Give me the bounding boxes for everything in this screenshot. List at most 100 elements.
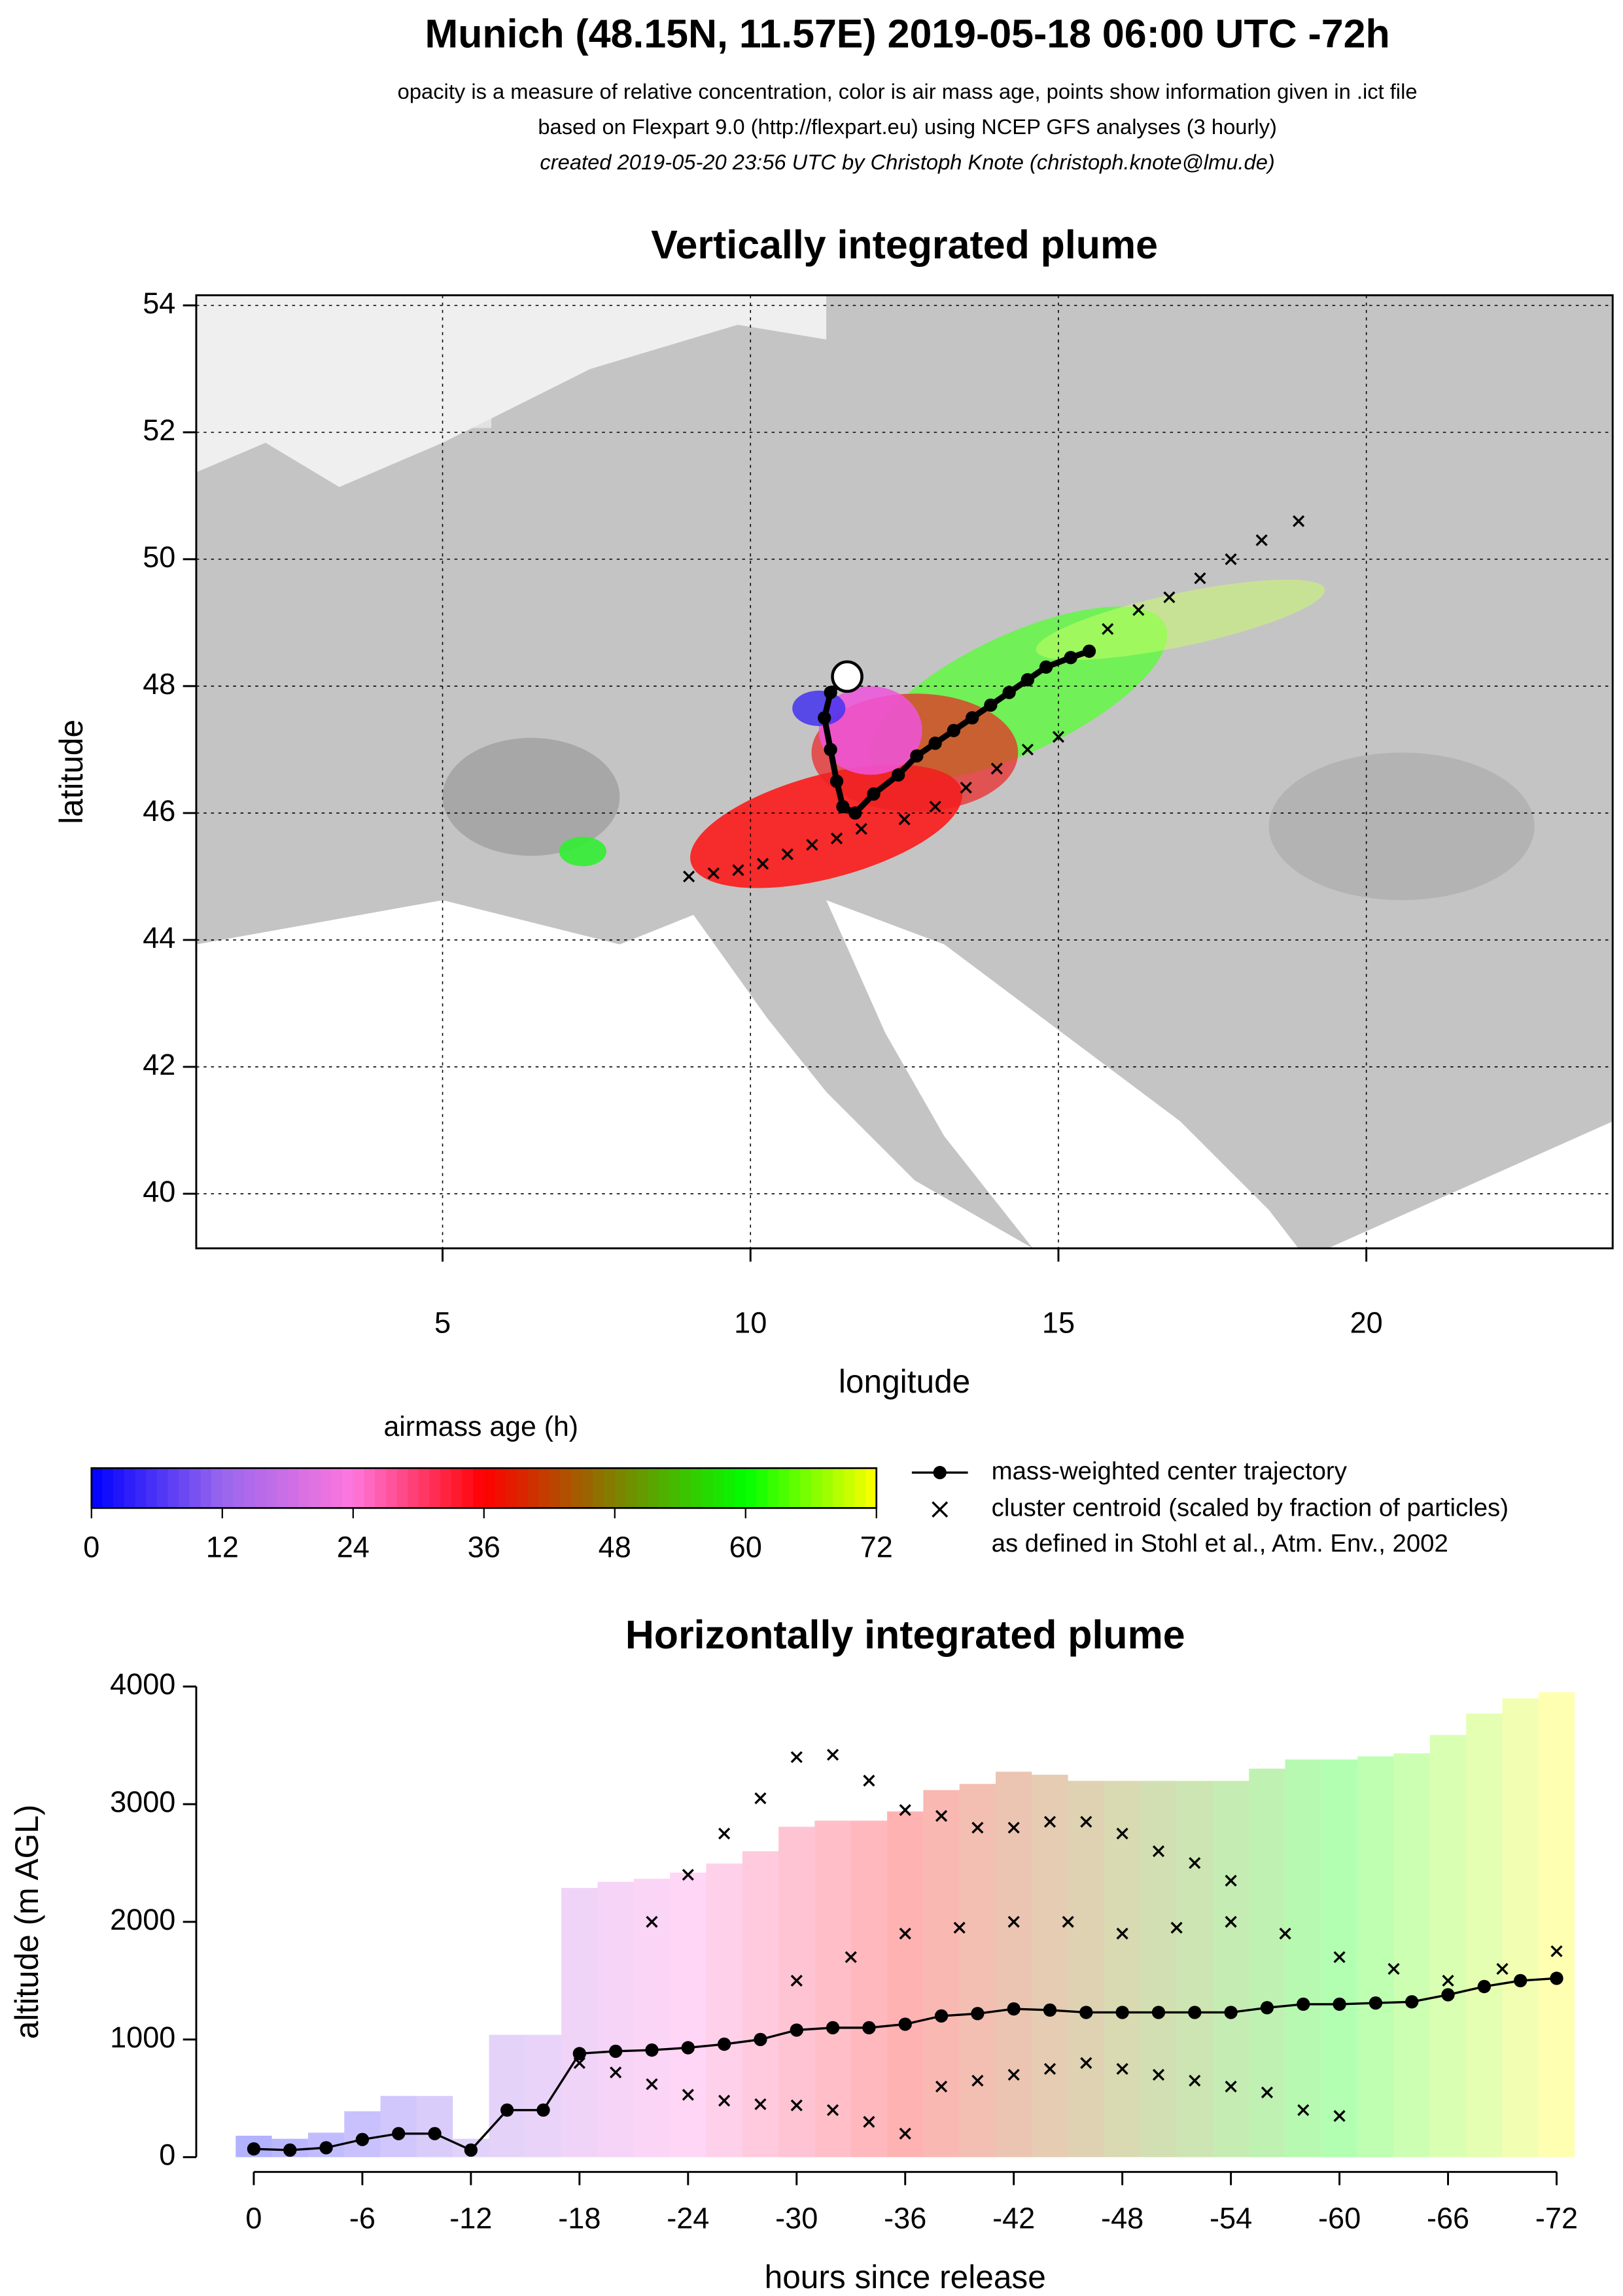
subtitle: based on Flexpart 9.0 (http://flexpart.e…: [538, 114, 1276, 139]
colorbar-cell: [451, 1468, 463, 1508]
colorbar-cell: [211, 1468, 223, 1508]
colorbar-cell: [473, 1468, 485, 1508]
age-column: [416, 2096, 453, 2157]
trajectory-point: [283, 2143, 297, 2157]
age-column: [380, 2096, 417, 2157]
cluster-centroid: [1333, 1951, 1346, 1964]
cluster-centroid: [935, 1809, 948, 1822]
cluster-centroid: [1550, 1945, 1563, 1958]
cluster-centroid: [1261, 2086, 1274, 2098]
colorbar-cell: [800, 1468, 812, 1508]
age-column: [1249, 1768, 1285, 2157]
colorbar-cell: [625, 1468, 638, 1508]
y-tick-label: 3000: [110, 1785, 175, 1818]
age-column: [670, 1872, 707, 2157]
trajectory-point: [1082, 644, 1096, 658]
colorbar-cell: [200, 1468, 213, 1508]
y-tick-label: 50: [143, 540, 175, 574]
trajectory-point: [1007, 2002, 1021, 2016]
age-column: [923, 1790, 960, 2157]
cluster-centroid: [646, 2078, 658, 2091]
colorbar-cell: [822, 1468, 833, 1508]
x-tick-label: -72: [1535, 2202, 1578, 2235]
age-column: [1502, 1698, 1539, 2157]
trajectory-point: [428, 2127, 442, 2140]
trajectory-point: [1369, 1996, 1383, 2010]
colorbar-cell: [287, 1468, 300, 1508]
cluster-centroid: [929, 801, 941, 813]
colorbar-cell: [811, 1468, 823, 1508]
cluster-centroid: [1194, 572, 1206, 585]
cluster-centroid: [683, 870, 695, 883]
cluster-centroid: [1021, 743, 1034, 756]
age-column: [633, 1879, 671, 2157]
colorbar-cell: [571, 1468, 583, 1508]
trajectory-point: [754, 2032, 767, 2047]
colorbar-cell: [680, 1468, 692, 1508]
trajectory-point: [1188, 2006, 1202, 2019]
cluster-centroid: [1116, 1827, 1128, 1840]
age-column: [525, 2034, 562, 2157]
y-tick-label: 2000: [110, 1903, 175, 1936]
colorbar-tick-label: 60: [729, 1530, 762, 1563]
panel-title: Horizontally integrated plume: [625, 1612, 1185, 1657]
y-tick-label: 52: [143, 413, 175, 447]
age-column: [1212, 1781, 1249, 2157]
age-column: [1285, 1759, 1321, 2157]
colorbar-cell: [549, 1468, 561, 1508]
colorbar-tick-label: 36: [468, 1530, 500, 1563]
x-tick-label: -30: [775, 2202, 818, 2235]
colorbar-cell: [342, 1468, 354, 1508]
trajectory-point: [1477, 1979, 1492, 1994]
cluster-centroid: [790, 2099, 803, 2112]
cluster-centroid: [899, 1804, 911, 1817]
colorbar-cell: [331, 1468, 343, 1508]
trajectory-point: [947, 723, 961, 737]
trajectory-point: [829, 774, 844, 788]
cluster-centroid: [990, 762, 1003, 775]
x-tick-label: -48: [1101, 2202, 1143, 2235]
colorbar-cell: [865, 1468, 877, 1508]
colorbar-cell: [582, 1468, 594, 1508]
trajectory-point: [1064, 651, 1077, 665]
trajectory-point: [790, 2023, 803, 2037]
subtitle: opacity is a measure of relative concent…: [398, 79, 1418, 103]
cluster-centroid: [1062, 1915, 1074, 1928]
colorbar-cell: [298, 1468, 311, 1508]
colorbar-cell: [495, 1468, 507, 1508]
x-tick-label: -60: [1318, 2202, 1361, 2235]
cluster-centroid: [1496, 1962, 1509, 1975]
cluster-centroid: [1116, 2062, 1128, 2075]
y-tick-label: 40: [143, 1175, 175, 1208]
y-axis-label: altitude (m AGL): [9, 1805, 45, 2039]
trajectory-point: [1151, 2006, 1166, 2019]
colorbar-cell: [614, 1468, 627, 1508]
colorbar-cell: [146, 1468, 158, 1508]
trajectory-point: [392, 2127, 406, 2140]
cluster-centroid: [1225, 1915, 1237, 1928]
colorbar-cell: [538, 1468, 550, 1508]
age-column: [1429, 1735, 1467, 2157]
cluster-centroid: [1279, 1927, 1291, 1940]
trajectory-point: [898, 2017, 912, 2031]
colorbar-cell: [254, 1468, 267, 1508]
trajectory-point: [609, 2044, 623, 2058]
age-column: [778, 1826, 815, 2157]
x-tick-label: 20: [1350, 1306, 1383, 1340]
y-tick-label: 48: [143, 667, 175, 701]
legend-label: cluster centroid (scaled by fraction of …: [992, 1494, 1509, 1522]
cluster-centroid: [707, 867, 720, 880]
colorbar-cell: [364, 1468, 376, 1508]
x-tick-label: 0: [245, 2202, 262, 2235]
age-column: [850, 1820, 888, 2157]
cluster-centroid: [971, 2074, 984, 2087]
colorbar-cell: [408, 1468, 419, 1508]
cluster-centroid: [1189, 1856, 1201, 1870]
cluster-centroid: [1293, 515, 1305, 527]
colorbar-cell: [135, 1468, 147, 1508]
colorbar-cell: [102, 1468, 114, 1508]
cluster-centroid: [1297, 2104, 1310, 2116]
trajectory-point: [824, 686, 837, 699]
trajectory-point: [892, 768, 905, 782]
colorbar-cell: [637, 1468, 648, 1508]
